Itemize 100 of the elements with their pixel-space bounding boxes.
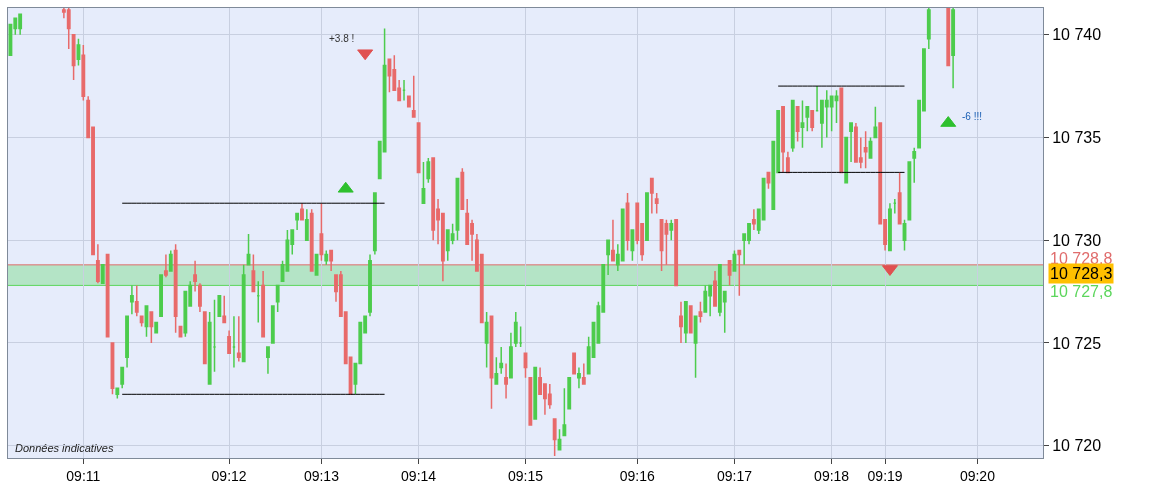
candlestick (246, 233, 251, 266)
x-tick-label: 09:15 (507, 467, 544, 484)
candlestick (159, 274, 163, 317)
candlestick (270, 305, 275, 344)
candlestick (863, 130, 868, 170)
candlestick (241, 264, 246, 363)
candlestick (892, 198, 897, 215)
candlestick (304, 208, 309, 241)
candlestick (649, 177, 654, 215)
candlestick (567, 377, 572, 410)
candlestick (115, 387, 120, 400)
candlestick (494, 356, 499, 385)
candlestick (513, 311, 518, 348)
candlestick (790, 99, 795, 153)
candlestick (222, 294, 227, 324)
candlestick (645, 192, 649, 241)
x-tick-label: 09:11 (66, 467, 101, 484)
candlestick (844, 136, 849, 184)
candlestick (236, 315, 241, 363)
candlestick (693, 315, 698, 379)
candlestick (402, 79, 406, 102)
candlestick (683, 301, 688, 344)
candlestick (372, 192, 377, 256)
candlestick (217, 294, 222, 317)
candlestick (849, 122, 853, 163)
candlestick (562, 387, 567, 437)
ref-line-label: 10 727,8 (1050, 283, 1113, 300)
candlestick (149, 311, 154, 344)
candlestick (431, 157, 436, 241)
candlestick (528, 377, 533, 426)
text: 10 728,3 (1050, 265, 1113, 282)
candlestick (951, 8, 956, 89)
candlestick (81, 44, 86, 102)
candlestick (256, 280, 261, 324)
candlestick (897, 171, 902, 225)
candlestick (946, 8, 951, 67)
candlestick (460, 167, 465, 211)
annotation: Données indicatives (15, 442, 114, 454)
x-tick-label: 09:19 (867, 467, 903, 484)
candlestick (630, 229, 635, 262)
candlestick (261, 270, 266, 338)
candlestick (421, 161, 426, 204)
candlestick (800, 99, 805, 149)
candlestick (698, 301, 703, 324)
candlestick (669, 218, 674, 241)
candlestick (533, 366, 538, 420)
candlestick (552, 418, 557, 457)
annotation: +3.8 ! (329, 33, 355, 44)
annotation: -6 !!! (962, 111, 983, 122)
candlestick (888, 202, 892, 252)
candlestick (577, 366, 581, 389)
y-tick-label: 10 725 (1052, 334, 1102, 352)
candlestick (795, 105, 800, 143)
candlestick (319, 202, 324, 262)
candlestick (508, 331, 513, 379)
candlestick (654, 192, 659, 215)
candlestick (416, 122, 421, 174)
candlestick (572, 352, 577, 375)
candlestick (120, 366, 125, 389)
candlestick (907, 161, 912, 221)
candlestick (810, 109, 815, 133)
candlestick (300, 202, 304, 221)
candlestick (839, 87, 844, 174)
candlestick (100, 264, 105, 285)
candlestick (426, 157, 431, 184)
candlestick (926, 8, 931, 50)
candlestick (295, 212, 300, 231)
candlestick (411, 75, 416, 118)
candlestick (406, 95, 411, 108)
y-tick-label: 10 740 (1052, 26, 1102, 44)
candlestick (134, 284, 139, 317)
candlestick (324, 249, 329, 266)
candlestick (581, 362, 586, 385)
candlestick (129, 284, 134, 315)
x-tick-label: 09:20 (959, 467, 996, 484)
ref-line-label: 10 728,8 (1050, 250, 1113, 267)
x-tick-label: 09:12 (211, 467, 247, 484)
y-tick-label: 10 735 (1052, 129, 1102, 147)
x-tick-label: 09:17 (716, 467, 753, 484)
candlestick (154, 321, 159, 334)
candlestick (232, 315, 236, 369)
candlestick (703, 284, 708, 313)
candlestick (688, 305, 693, 334)
candlestick (781, 105, 785, 174)
candlestick (314, 253, 319, 276)
candlestick (815, 85, 819, 112)
candlestick (368, 253, 372, 317)
candlestick (751, 208, 756, 231)
y-tick-label: 10 720 (1052, 437, 1102, 455)
candlestick (484, 311, 489, 369)
candlestick (679, 301, 683, 344)
candlestick (125, 315, 129, 369)
candlestick (504, 362, 508, 400)
candlestick (606, 239, 611, 276)
candlestick (227, 329, 232, 354)
candlestick (202, 311, 207, 365)
candlestick (912, 146, 917, 184)
x-tick-label: 09:16 (619, 467, 655, 484)
candlestick (275, 284, 280, 313)
candlestick (139, 315, 144, 328)
